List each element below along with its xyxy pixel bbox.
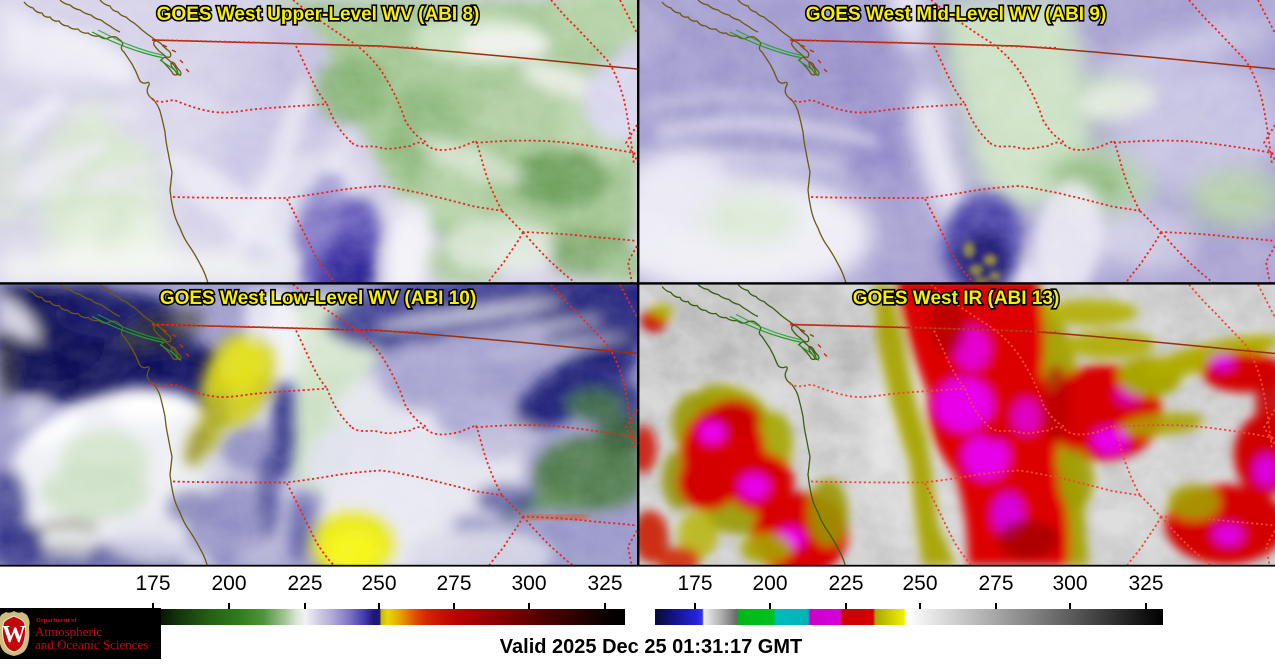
svg-text:GOES West Mid-Level WV (ABI 9): GOES West Mid-Level WV (ABI 9) — [806, 4, 1107, 25]
svg-text:GOES West Low-Level WV (ABI 10: GOES West Low-Level WV (ABI 10) — [160, 288, 476, 309]
svg-text:W: W — [2, 622, 26, 648]
svg-text:GOES West Upper-Level WV (ABI: GOES West Upper-Level WV (ABI 8) — [157, 4, 480, 25]
svg-text:GOES West IR (ABI 13): GOES West IR (ABI 13) — [853, 288, 1060, 309]
